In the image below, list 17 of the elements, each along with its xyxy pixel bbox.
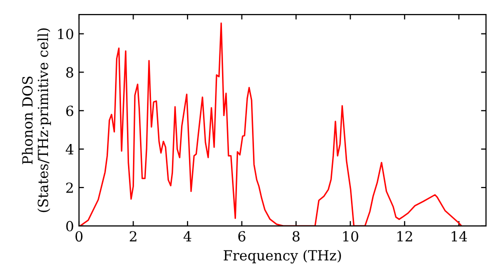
y-tick-label: 8 [66, 67, 74, 78]
x-tick-label: 14 [452, 231, 468, 242]
y-tick-label: 6 [66, 106, 74, 116]
y-tick-label: 10 [58, 28, 74, 40]
y-axis-title: Phonon DOS (States/THz·primitive cell) [22, 28, 51, 212]
x-tick-label: 4 [184, 231, 192, 242]
y-tick-label: 4 [66, 144, 74, 154]
x-tick-label: 2 [130, 231, 136, 242]
x-tick-label: 6 [238, 231, 246, 242]
x-tick-label: 12 [397, 231, 412, 242]
line-series [79, 22, 462, 226]
x-tick-label: 0 [75, 231, 82, 242]
x-tick-label: 8 [292, 231, 300, 242]
y-tick-label: 0 [66, 220, 74, 232]
y-tick-label: 2 [66, 182, 73, 193]
x-tick-label: 10 [343, 231, 358, 242]
x-axis-title: Frequency (THz) [224, 250, 341, 264]
